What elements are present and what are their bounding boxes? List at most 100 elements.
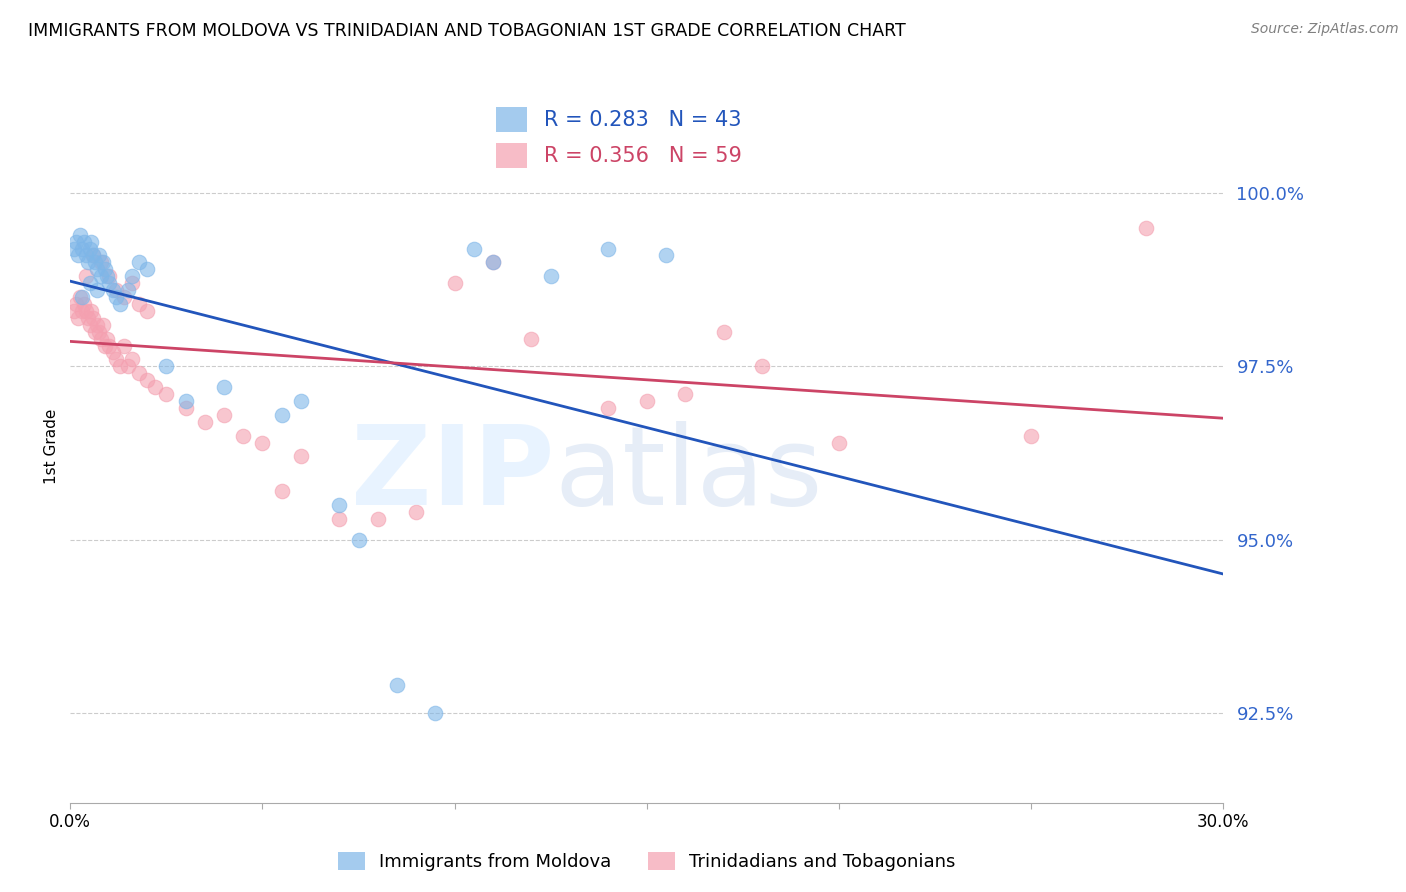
Point	[128, 297, 150, 311]
Point	[79, 318, 101, 332]
Point	[121, 352, 143, 367]
Point	[87, 248, 110, 262]
Legend: R = 0.283   N = 43, R = 0.356   N = 59: R = 0.283 N = 43, R = 0.356 N = 59	[496, 107, 741, 168]
Point	[65, 235, 87, 249]
Point	[828, 435, 851, 450]
Point	[105, 290, 128, 304]
Text: IMMIGRANTS FROM MOLDOVA VS TRINIDADIAN AND TOBAGONIAN 1ST GRADE CORRELATION CHAR: IMMIGRANTS FROM MOLDOVA VS TRINIDADIAN A…	[28, 22, 905, 40]
Point	[252, 435, 274, 450]
Point	[540, 269, 562, 284]
Point	[90, 332, 112, 346]
Point	[79, 276, 101, 290]
Point	[97, 269, 120, 284]
Point	[290, 394, 312, 409]
Point	[90, 255, 112, 269]
Point	[174, 394, 197, 409]
Point	[65, 297, 87, 311]
Legend: Immigrants from Moldova, Trinidadians and Tobagonians: Immigrants from Moldova, Trinidadians an…	[330, 845, 963, 879]
Point	[94, 338, 117, 352]
Point	[482, 255, 505, 269]
Point	[63, 304, 86, 318]
Point	[482, 255, 505, 269]
Point	[270, 408, 292, 422]
Point	[636, 394, 658, 409]
Point	[655, 248, 678, 262]
Point	[112, 290, 135, 304]
Point	[232, 428, 254, 442]
Point	[96, 269, 118, 284]
Point	[520, 332, 543, 346]
Point	[328, 512, 350, 526]
Point	[598, 242, 620, 256]
Point	[79, 242, 101, 256]
Point	[128, 255, 150, 269]
Point	[101, 283, 124, 297]
Point	[96, 332, 118, 346]
Point	[117, 283, 139, 297]
Point	[212, 380, 235, 394]
Point	[76, 310, 98, 325]
Point	[117, 359, 139, 374]
Point	[347, 533, 370, 547]
Point	[63, 242, 86, 256]
Point	[69, 227, 91, 242]
Point	[713, 325, 735, 339]
Point	[1135, 220, 1157, 235]
Point	[598, 401, 620, 415]
Point	[136, 262, 159, 277]
Point	[70, 242, 93, 256]
Point	[1019, 428, 1042, 442]
Point	[105, 283, 128, 297]
Point	[75, 269, 97, 284]
Point	[66, 310, 89, 325]
Point	[136, 373, 159, 387]
Point	[367, 512, 389, 526]
Point	[75, 248, 97, 262]
Point	[128, 366, 150, 380]
Y-axis label: 1st Grade: 1st Grade	[44, 409, 59, 483]
Text: Source: ZipAtlas.com: Source: ZipAtlas.com	[1251, 22, 1399, 37]
Point	[155, 359, 177, 374]
Point	[80, 235, 103, 249]
Point	[75, 304, 97, 318]
Point	[73, 297, 96, 311]
Point	[97, 338, 120, 352]
Point	[94, 262, 117, 277]
Point	[194, 415, 217, 429]
Point	[91, 318, 114, 332]
Point	[86, 283, 108, 297]
Point	[105, 352, 128, 367]
Point	[212, 408, 235, 422]
Point	[82, 248, 104, 262]
Point	[290, 450, 312, 464]
Point	[385, 678, 408, 692]
Point	[86, 262, 108, 277]
Point	[463, 242, 485, 256]
Point	[270, 483, 292, 498]
Point	[155, 387, 177, 401]
Point	[73, 235, 96, 249]
Point	[82, 310, 104, 325]
Point	[101, 345, 124, 359]
Point	[121, 269, 143, 284]
Point	[673, 387, 696, 401]
Text: atlas: atlas	[554, 421, 823, 528]
Point	[97, 276, 120, 290]
Point	[70, 304, 93, 318]
Point	[425, 706, 447, 720]
Point	[86, 318, 108, 332]
Point	[121, 276, 143, 290]
Point	[174, 401, 197, 415]
Point	[136, 304, 159, 318]
Point	[84, 255, 107, 269]
Point	[82, 248, 104, 262]
Point	[76, 255, 98, 269]
Point	[328, 498, 350, 512]
Point	[69, 290, 91, 304]
Point	[80, 304, 103, 318]
Point	[443, 276, 465, 290]
Point	[70, 290, 93, 304]
Point	[110, 297, 132, 311]
Text: ZIP: ZIP	[352, 421, 554, 528]
Point	[751, 359, 773, 374]
